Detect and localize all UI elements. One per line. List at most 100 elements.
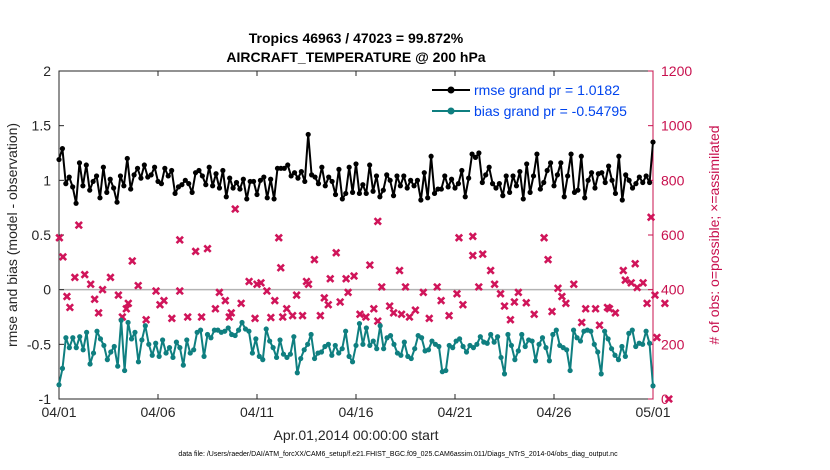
rmse-point [367, 162, 373, 168]
bias-point [460, 343, 466, 350]
marker-core [73, 275, 77, 279]
rmse-point [138, 175, 144, 181]
assimilated-marker [270, 296, 279, 305]
assimilated-marker [611, 308, 620, 318]
assimilated-marker [496, 289, 505, 298]
rmse-point [565, 173, 571, 179]
assimilated-marker [490, 280, 499, 289]
bias-point [577, 338, 584, 344]
rmse-point [162, 165, 168, 171]
bias-point [197, 327, 204, 333]
rmse-point [288, 173, 294, 179]
rmse-point [394, 173, 400, 179]
marker-core [584, 307, 588, 311]
rmse-point [636, 174, 642, 180]
bias-point [191, 347, 197, 353]
assimilated-marker [197, 312, 206, 322]
marker-core [83, 273, 87, 277]
rmse-point [97, 195, 103, 201]
bias-point [329, 352, 335, 358]
marker-core [532, 312, 536, 316]
marker-core [455, 292, 459, 296]
assimilated-marker [349, 271, 359, 281]
rmse-point [619, 197, 625, 203]
assimilated-marker [276, 263, 285, 272]
marker-core [213, 307, 218, 311]
bias-point [101, 342, 107, 349]
bias-point [201, 353, 207, 359]
rmse-point [319, 164, 325, 170]
assimilated-marker [316, 311, 325, 320]
assimilated-marker [175, 286, 184, 296]
bias-point [104, 357, 110, 363]
rmse-point [131, 172, 137, 178]
bias-point [170, 354, 176, 361]
rmse-point [240, 176, 246, 182]
assimilated-marker [581, 304, 590, 313]
assimilated-marker [122, 304, 131, 313]
y-left-tick-label: 1 [43, 172, 51, 188]
bias-point [166, 345, 173, 351]
bias-point [97, 336, 104, 342]
bias-point [111, 343, 117, 350]
x-tick-label: 04/06 [140, 404, 175, 420]
marker-core [199, 315, 204, 319]
bias-point [146, 341, 152, 347]
bias-point [463, 349, 470, 355]
bias-point [287, 351, 293, 357]
marker-core [130, 259, 134, 263]
rmse-point [158, 181, 165, 187]
marker-core [229, 311, 233, 315]
marker-core [338, 300, 342, 304]
bias-point [553, 327, 559, 333]
bias-point [77, 334, 83, 340]
rmse-point [220, 167, 226, 174]
marker-core [399, 312, 404, 316]
assimilated-marker [320, 293, 329, 302]
assimilated-marker [365, 260, 374, 270]
rmse-point [199, 173, 205, 179]
bias-point [246, 328, 252, 334]
bias-point [284, 354, 290, 361]
y-right-tick-label: 600 [661, 227, 685, 243]
assimilated-marker [660, 299, 669, 308]
bias-point [536, 341, 542, 347]
assimilated-marker [134, 281, 143, 290]
rmse-point [329, 178, 335, 185]
assimilated-marker [638, 278, 648, 287]
y-right-tick-label: 1200 [661, 63, 692, 79]
rmse-point [582, 195, 588, 201]
bias-point [160, 337, 166, 343]
rmse-point [438, 186, 444, 192]
bias-point [401, 339, 407, 345]
bias-point [301, 347, 307, 353]
rmse-point [80, 183, 86, 189]
assimilated-marker [543, 255, 553, 264]
bias-point [494, 334, 501, 340]
assimilated-marker [569, 280, 578, 289]
marker-core [136, 283, 140, 288]
chart-title-line2: AIRCRAFT_TEMPERATURE @ 200 hPa [226, 49, 485, 65]
series-lines [56, 131, 656, 389]
bias-point [370, 338, 376, 344]
rmse-point [291, 170, 298, 176]
rmse-point [326, 174, 332, 180]
assimilated-marker [401, 282, 410, 292]
rmse-point [489, 181, 496, 187]
assimilated-marker [454, 233, 464, 242]
assimilated-marker [215, 288, 224, 297]
rmse-point [650, 139, 656, 145]
bias-point [457, 336, 463, 342]
rmse-point [169, 167, 175, 174]
marker-core [593, 307, 598, 311]
bias-point [650, 383, 656, 389]
marker-core [178, 238, 182, 242]
assimilated-marker [159, 296, 169, 305]
marker-core [126, 301, 130, 305]
marker-core [358, 312, 362, 316]
bias-point [80, 347, 86, 353]
rmse-point [121, 183, 127, 189]
rmse-point [213, 171, 219, 177]
marker-core [439, 299, 443, 303]
bias-point [412, 346, 418, 352]
